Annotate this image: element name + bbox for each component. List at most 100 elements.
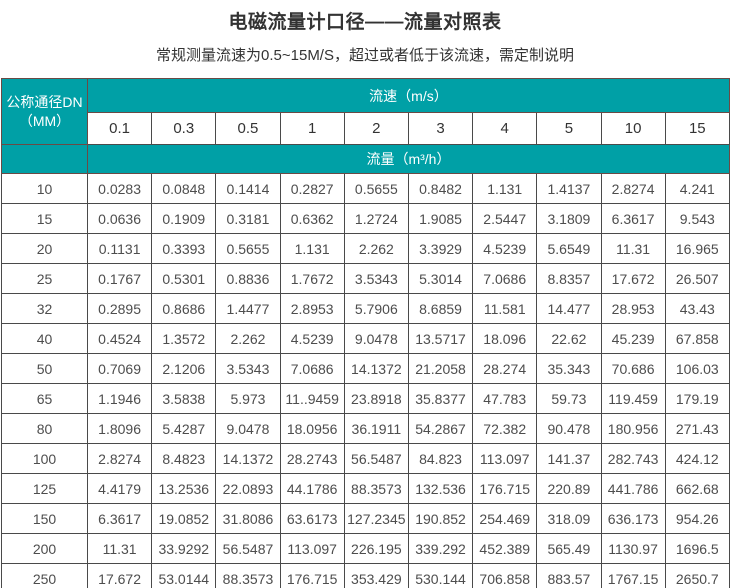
dn-value-cell: 50	[1, 353, 88, 384]
flow-value-cell: 954.26	[664, 503, 730, 534]
dn-value-cell: 125	[1, 473, 88, 504]
flow-value-cell: 56.5487	[215, 533, 281, 564]
dn-value-cell: 80	[1, 413, 88, 444]
flow-value-cell: 0.1131	[86, 233, 153, 264]
flow-value-cell: 2.262	[343, 233, 409, 264]
flow-value-cell: 2650.7	[664, 563, 730, 588]
flow-value-cell: 44.1786	[279, 473, 345, 504]
flow-value-cell: 56.5487	[343, 443, 409, 474]
flow-value-cell: 14.477	[536, 293, 602, 324]
flow-unit-spacer-cell	[1, 144, 88, 174]
corner-header-line2: （MM）	[18, 112, 71, 129]
flow-value-cell: 883.57	[536, 563, 602, 588]
velocity-value-cell: 2	[343, 112, 409, 145]
flow-value-cell: 0.0283	[86, 173, 153, 204]
flow-value-cell: 9.543	[664, 203, 730, 234]
flow-value-cell: 1.131	[279, 233, 345, 264]
flow-value-cell: 226.195	[343, 533, 409, 564]
flow-value-cell: 2.5447	[472, 203, 538, 234]
flow-value-cell: 119.459	[600, 383, 666, 414]
flow-value-cell: 5.3014	[407, 263, 474, 294]
flow-value-cell: 47.783	[472, 383, 538, 414]
table-row: 32 0.2895 0.8686 1.4477 2.8953 5.7906 8.6859 11…	[1, 293, 730, 324]
flow-value-cell: 4.4179	[86, 473, 153, 504]
flow-value-cell: 706.858	[472, 563, 538, 588]
flow-value-cell: 2.262	[215, 323, 281, 354]
dn-value-cell: 40	[1, 323, 88, 354]
velocity-value-cell: 10	[600, 112, 666, 145]
corner-header-line1: 公称通径DN	[6, 93, 83, 110]
flow-value-cell: 2.8953	[279, 293, 345, 324]
flow-value-cell: 14.1372	[215, 443, 281, 474]
table-row: 40 0.4524 1.3572 2.262 4.5239 9.0478 13.5717 18…	[1, 323, 730, 354]
table-row: 20 0.1131 0.3393 0.5655 1.131 2.262 3.3929 4.52…	[1, 233, 730, 264]
flow-value-cell: 54.2867	[407, 413, 474, 444]
flow-value-cell: 11.581	[472, 293, 538, 324]
flow-value-cell: 67.858	[664, 323, 730, 354]
page-title: 电磁流量计口径——流量对照表	[228, 12, 502, 33]
flow-value-cell: 0.1767	[86, 263, 153, 294]
flow-value-cell: 0.5655	[215, 233, 281, 264]
table-row: 100 2.8274 8.4823 14.1372 28.2743 56.5487 84.8…	[1, 443, 730, 474]
flow-comparison-table: 公称通径DN （MM） 流速（m/s） 0.1 0.3 0.5 1 2 3 4 5 10 15 流…	[1, 78, 730, 588]
flow-value-cell: 282.743	[600, 443, 666, 474]
dn-value-cell: 25	[1, 263, 88, 294]
flow-value-cell: 1130.97	[600, 533, 666, 564]
flow-value-cell: 3.5343	[215, 353, 281, 384]
flow-value-cell: 113.097	[472, 443, 538, 474]
flow-value-cell: 0.2895	[86, 293, 153, 324]
flow-value-cell: 441.786	[600, 473, 666, 504]
dn-value-cell: 20	[1, 233, 88, 264]
flow-value-cell: 72.382	[472, 413, 538, 444]
flow-value-cell: 13.2536	[151, 473, 217, 504]
dn-value-cell: 10	[1, 173, 88, 204]
velocity-value-cell: 15	[664, 112, 730, 145]
flow-value-cell: 33.9292	[151, 533, 217, 564]
flow-value-cell: 220.89	[536, 473, 602, 504]
flow-value-cell: 8.4823	[151, 443, 217, 474]
flow-value-cell: 9.0478	[343, 323, 409, 354]
flow-value-cell: 662.68	[664, 473, 730, 504]
flow-value-cell: 13.5717	[407, 323, 474, 354]
flow-value-cell: 0.0636	[86, 203, 153, 234]
flow-value-cell: 2.8274	[86, 443, 153, 474]
flow-value-cell: 3.5838	[151, 383, 217, 414]
flow-value-cell: 5.7906	[343, 293, 409, 324]
velocity-value-cell: 5	[536, 112, 602, 145]
header-row-velocity: 公称通径DN （MM） 流速（m/s）	[1, 78, 730, 145]
flow-value-cell: 11.31	[600, 233, 666, 264]
flow-value-cell: 26.507	[664, 263, 730, 294]
flow-value-cell: 0.1909	[151, 203, 217, 234]
dn-value-cell: 200	[1, 533, 88, 564]
flow-value-cell: 179.19	[664, 383, 730, 414]
flow-value-cell: 1767.15	[600, 563, 666, 588]
flow-value-cell: 0.3181	[215, 203, 281, 234]
flow-value-cell: 3.3929	[407, 233, 474, 264]
flow-value-cell: 7.0686	[472, 263, 538, 294]
flow-value-cell: 7.0686	[279, 353, 345, 384]
table-row: 250 17.672 53.0144 88.3573 176.715 353.429 530…	[1, 563, 730, 588]
flow-value-cell: 5.4287	[151, 413, 217, 444]
velocity-value-cell: 3	[407, 112, 474, 145]
velocity-value-cell: 4	[472, 112, 538, 145]
flow-value-cell: 5.973	[215, 383, 281, 414]
flow-value-cell: 0.8686	[151, 293, 217, 324]
velocity-header-cell: 流速（m/s）	[87, 78, 730, 113]
flow-value-cell: 0.4524	[86, 323, 153, 354]
flow-value-cell: 8.8357	[536, 263, 602, 294]
flow-value-cell: 35.343	[536, 353, 602, 384]
flow-value-cell: 3.5343	[343, 263, 409, 294]
flow-value-cell: 0.0848	[151, 173, 217, 204]
flow-value-cell: 11.31	[86, 533, 153, 564]
flow-value-cell: 18.0956	[279, 413, 345, 444]
table-row: 25 0.1767 0.5301 0.8836 1.7672 3.5343 5.3014 7.…	[1, 263, 730, 294]
table-row: 150 6.3617 19.0852 31.8086 63.6173 127.2345 19…	[1, 503, 730, 534]
flow-value-cell: 2.1206	[151, 353, 217, 384]
flow-value-cell: 0.3393	[151, 233, 217, 264]
table-row: 15 0.0636 0.1909 0.3181 0.6362 1.2724 1.9085 2.…	[1, 203, 730, 234]
flow-value-cell: 106.03	[664, 353, 730, 384]
flow-value-cell: 21.2058	[407, 353, 474, 384]
flow-value-cell: 6.3617	[600, 203, 666, 234]
corner-header-cell: 公称通径DN （MM）	[1, 78, 88, 145]
flow-value-cell: 530.144	[407, 563, 474, 588]
